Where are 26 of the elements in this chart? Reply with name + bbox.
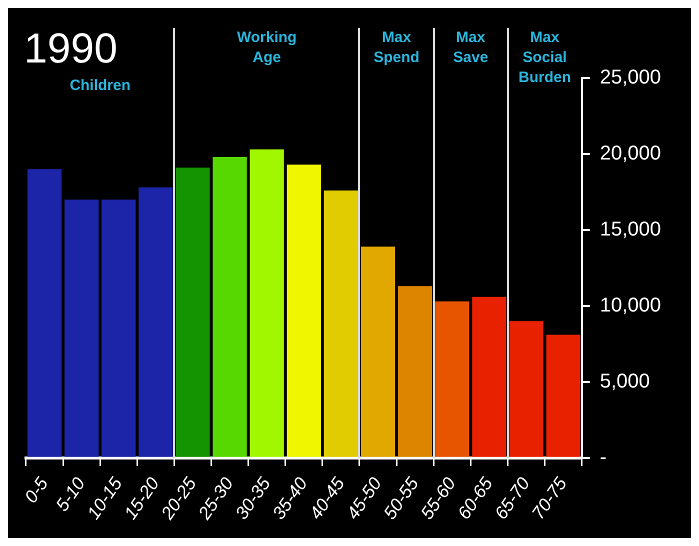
bar xyxy=(360,246,396,457)
bar xyxy=(27,169,62,457)
bar xyxy=(435,301,470,457)
x-tick-label: 0-5 xyxy=(20,472,52,507)
annotation: Max Social Burden xyxy=(518,28,571,88)
text: Max Save xyxy=(453,28,488,68)
bar xyxy=(324,190,358,457)
bar xyxy=(398,286,432,457)
y-tick-label: 20,000 xyxy=(600,142,661,164)
text: Max Spend xyxy=(374,28,420,68)
bar xyxy=(472,296,506,457)
bar xyxy=(546,334,580,457)
bar xyxy=(64,200,99,457)
y-tick-label: 10,000 xyxy=(600,294,661,316)
bar xyxy=(102,200,136,457)
y-tick-label: 25,000 xyxy=(600,66,661,89)
bar xyxy=(212,157,247,457)
chart-title: 1990 xyxy=(24,24,118,72)
annotation: Children xyxy=(70,76,131,96)
y-tick-label: 15,000 xyxy=(600,218,661,240)
bar xyxy=(286,164,321,457)
text: Working Age xyxy=(236,28,297,68)
bar xyxy=(509,321,544,457)
y-tick-label: - xyxy=(600,446,606,468)
y-tick-label: 5,000 xyxy=(600,370,650,392)
bar xyxy=(250,149,284,457)
